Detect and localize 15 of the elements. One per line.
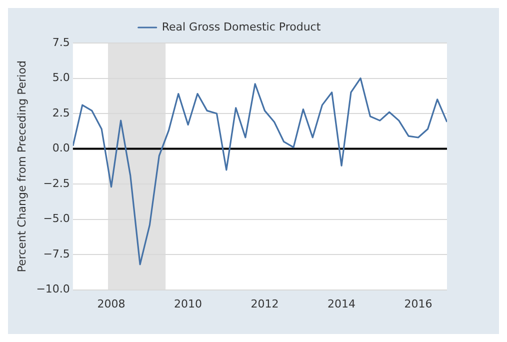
x-tick-label: 2016 (404, 297, 432, 310)
y-tick-label: −7.5 (43, 247, 70, 260)
y-axis-title: Percent Change from Preceding Period (15, 60, 28, 272)
y-tick-label: 2.5 (52, 106, 70, 120)
y-tick-label: 0.0 (52, 142, 70, 155)
y-tick-label: −5.0 (43, 212, 70, 226)
y-tick-label: 7.5 (52, 36, 70, 49)
legend-label: Real Gross Domestic Product (162, 20, 322, 34)
x-tick-label: 2010 (174, 297, 202, 310)
y-tick-label: −10.0 (36, 282, 70, 296)
y-tick-label: −2.5 (43, 176, 70, 190)
x-tick-label: 2008 (97, 297, 126, 310)
x-tick-label: 2012 (250, 297, 279, 310)
x-tick-label: 2014 (328, 297, 356, 310)
y-tick-label: 5.0 (52, 71, 70, 84)
